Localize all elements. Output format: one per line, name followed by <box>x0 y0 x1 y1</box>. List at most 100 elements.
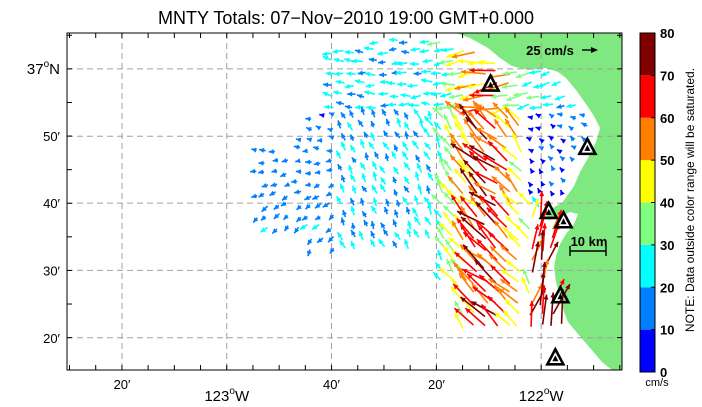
current-vector <box>506 94 522 102</box>
current-vector <box>366 105 376 111</box>
current-vector <box>354 49 364 54</box>
current-vector <box>293 189 302 195</box>
current-vector <box>537 81 550 88</box>
current-vector <box>423 196 432 206</box>
current-vector <box>459 195 478 218</box>
current-vector <box>490 264 511 285</box>
current-vector <box>508 160 522 172</box>
current-vector <box>384 206 389 215</box>
longitude-label: 123oW <box>204 386 250 405</box>
current-vector <box>305 182 311 188</box>
current-vector <box>392 166 400 175</box>
current-vector <box>529 69 542 75</box>
current-vector <box>339 183 345 193</box>
current-vector <box>476 103 498 118</box>
current-vector <box>340 111 346 119</box>
current-vector <box>424 142 432 150</box>
current-vector <box>251 147 257 153</box>
current-vector <box>368 57 377 63</box>
current-vector <box>462 142 487 162</box>
current-vector <box>401 49 410 55</box>
current-vector <box>446 189 463 204</box>
current-vector <box>413 71 422 77</box>
current-vector <box>432 127 443 140</box>
current-vector <box>454 300 464 316</box>
current-vector <box>268 149 275 155</box>
current-vector <box>333 90 342 96</box>
current-vector <box>281 195 288 202</box>
current-vector <box>295 216 302 223</box>
current-vector <box>501 84 518 90</box>
current-vector <box>517 103 530 111</box>
current-vector <box>357 70 366 76</box>
current-vector <box>529 105 542 111</box>
current-vector <box>280 201 287 207</box>
current-vector <box>447 103 455 119</box>
map-frame <box>66 32 623 371</box>
current-vector <box>271 228 278 235</box>
current-vector <box>403 162 411 171</box>
current-vector <box>458 272 475 293</box>
current-vector <box>473 182 496 195</box>
colorbar-tick-labels: 0 10 20 30 40 50 60 70 80 <box>651 26 674 380</box>
current-vector <box>325 158 332 163</box>
current-vector <box>295 204 302 211</box>
current-vector <box>537 187 543 194</box>
current-vector <box>540 180 546 187</box>
current-vector <box>405 206 411 215</box>
current-vector <box>351 58 363 64</box>
current-vector <box>473 81 498 95</box>
current-vector <box>368 141 375 150</box>
current-vector <box>492 101 509 119</box>
current-vector <box>438 222 453 237</box>
current-vector <box>370 132 376 141</box>
current-vector <box>403 176 410 185</box>
current-vector <box>403 238 410 250</box>
colorbar-tick-label: 60 <box>660 111 674 126</box>
current-vector <box>504 298 520 315</box>
current-vector <box>305 116 312 122</box>
current-vector <box>398 40 408 46</box>
current-vector <box>412 130 419 138</box>
current-vector <box>322 91 333 98</box>
current-vector <box>540 71 550 77</box>
current-vector <box>344 49 354 55</box>
current-vector <box>439 267 455 282</box>
current-vector <box>480 304 499 327</box>
current-vector <box>350 229 356 238</box>
current-vector <box>371 160 378 171</box>
current-vector <box>505 200 520 216</box>
reference-vector-label: 25 cm/s <box>526 43 574 58</box>
longitude-labels: 20′ 123oW 40′ 20′ 122oW <box>114 377 565 405</box>
current-vector <box>556 112 563 118</box>
current-vector <box>560 177 567 184</box>
current-vector <box>371 109 376 118</box>
current-vector <box>494 311 511 326</box>
current-vector <box>363 131 369 139</box>
current-vector <box>461 268 488 282</box>
current-vector <box>456 217 475 239</box>
current-vector <box>422 126 431 138</box>
current-vector <box>434 235 445 248</box>
current-vector <box>527 181 534 188</box>
current-vector <box>556 124 563 129</box>
current-vector <box>581 136 587 143</box>
current-vector <box>548 113 555 119</box>
current-vector <box>460 216 487 240</box>
current-vector <box>304 203 311 210</box>
current-vector <box>454 83 476 91</box>
current-vector <box>350 206 356 216</box>
current-vector <box>327 235 335 243</box>
current-vector <box>392 219 398 228</box>
latitude-label: 40′ <box>43 196 60 211</box>
current-vector <box>391 151 397 160</box>
land-mass <box>456 33 622 370</box>
current-vector <box>551 80 561 87</box>
current-vector <box>436 179 444 194</box>
current-vector <box>433 173 443 185</box>
current-vector <box>448 94 464 100</box>
current-vector <box>322 51 331 57</box>
current-vector <box>279 172 287 178</box>
current-vector <box>566 103 576 109</box>
current-vector <box>361 185 368 193</box>
